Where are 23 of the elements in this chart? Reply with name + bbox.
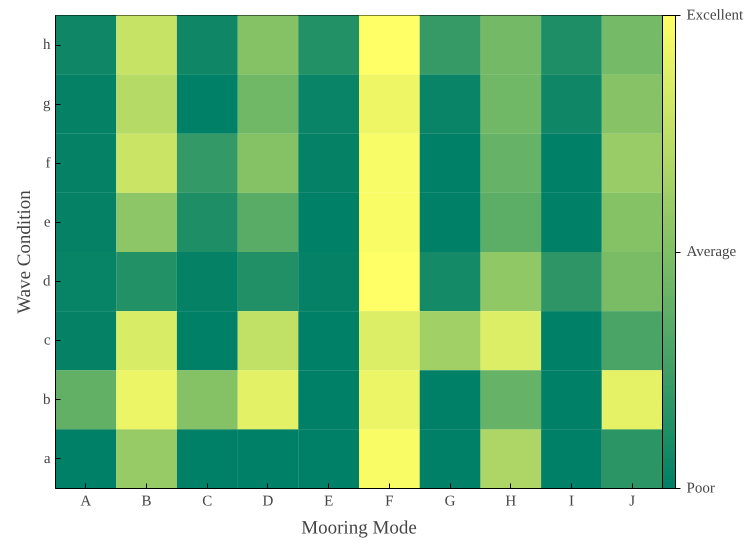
x-tick-label: D bbox=[262, 494, 274, 510]
x-tick-label: I bbox=[568, 494, 574, 510]
color-bar-label: Excellent bbox=[686, 8, 744, 24]
x-tick-label: C bbox=[202, 494, 212, 510]
x-tick-label: G bbox=[444, 494, 456, 510]
y-tick-label: h bbox=[43, 37, 51, 54]
color-bar-label: Poor bbox=[686, 480, 715, 496]
y-tick-label: d bbox=[43, 274, 51, 290]
color-bar-label: Average bbox=[686, 244, 737, 260]
y-axis-title: Wave Condition bbox=[14, 190, 35, 314]
y-tick-label: f bbox=[46, 155, 51, 172]
x-tick-label: A bbox=[80, 494, 92, 510]
x-tick-label: B bbox=[142, 494, 152, 510]
x-tick-label: J bbox=[629, 494, 636, 510]
x-tick-label: E bbox=[324, 494, 334, 510]
y-tick-label: g bbox=[43, 96, 51, 112]
y-tick-label: b bbox=[43, 392, 50, 408]
y-tick-label: c bbox=[44, 332, 51, 349]
x-tick-label: H bbox=[505, 494, 516, 510]
x-axis-title: Mooring Mode bbox=[301, 518, 417, 538]
x-tick-label: F bbox=[385, 494, 394, 510]
y-tick-label: e bbox=[44, 214, 51, 230]
y-tick-label: a bbox=[44, 450, 51, 467]
